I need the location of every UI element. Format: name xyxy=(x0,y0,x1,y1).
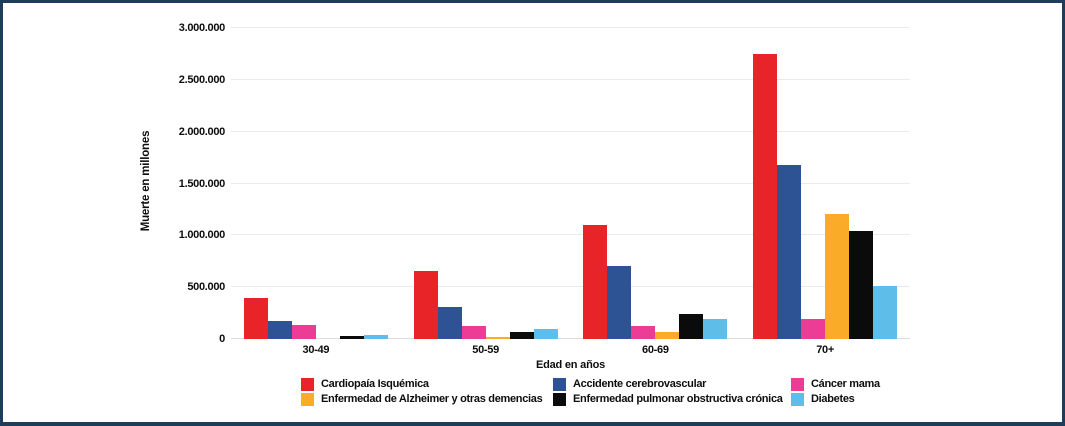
bar xyxy=(533,329,558,339)
gridline xyxy=(231,234,910,236)
bar xyxy=(703,319,728,339)
legend-label: Enfermedad pulmonar obstructiva crónica xyxy=(573,393,783,405)
legend-label: Diabetes xyxy=(811,393,855,405)
plot-area xyxy=(231,27,910,339)
legend-label: Accidente cerebrovascular xyxy=(573,378,707,390)
legend-swatch-icon xyxy=(791,378,804,391)
bar xyxy=(291,325,316,339)
bar-group-30-49 xyxy=(231,28,401,339)
x-axis-title: Edad en años xyxy=(535,359,606,371)
bar xyxy=(363,335,388,339)
y-tick-label: 1.500.000 xyxy=(178,177,226,190)
gridline xyxy=(231,27,910,28)
legend-swatch-icon xyxy=(301,393,314,406)
y-tick-label: 0 xyxy=(219,333,225,345)
legend-item: Enfermedad de Alzheimer y otras demencia… xyxy=(301,393,543,406)
bar xyxy=(509,332,534,339)
bar xyxy=(679,314,704,339)
y-tick-label: 3.000.000 xyxy=(178,22,226,34)
bar xyxy=(267,321,292,339)
y-tick-label: 1.000.000 xyxy=(178,229,226,242)
legend-label: Enfermedad de Alzheimer y otras demencia… xyxy=(321,393,543,405)
bar xyxy=(801,319,826,339)
legend-item: Enfermedad pulmonar obstructiva crónica xyxy=(553,393,783,406)
x-tick-label: 30-49 xyxy=(302,344,330,356)
bar xyxy=(753,54,778,339)
bar xyxy=(485,337,510,339)
y-tick-label: 500.000 xyxy=(187,281,225,294)
legend-item: Cardiopaía Isquémica xyxy=(301,378,429,391)
x-axis-line xyxy=(231,338,910,339)
bar xyxy=(777,165,802,339)
legend-item: Accidente cerebrovascular xyxy=(553,378,706,391)
bar xyxy=(607,266,632,339)
bar xyxy=(583,225,608,339)
y-tick-label: 2.500.000 xyxy=(178,73,226,86)
bar xyxy=(655,332,680,339)
bar xyxy=(461,326,486,339)
legend-swatch-icon xyxy=(553,378,566,391)
legend-item: Diabetes xyxy=(791,393,855,406)
gridline xyxy=(231,130,910,132)
bar xyxy=(243,298,268,339)
legend-swatch-icon xyxy=(791,393,804,406)
bar-group-60-69 xyxy=(571,28,741,339)
x-tick-label: 50-59 xyxy=(472,344,499,356)
bar xyxy=(413,271,438,339)
bar xyxy=(873,286,898,339)
bar xyxy=(437,307,462,339)
bar xyxy=(849,231,874,339)
x-axis-ticks: 30-49 50-59 60-69 70+ xyxy=(231,344,910,356)
bar xyxy=(825,214,850,339)
bar-groups xyxy=(231,28,910,339)
bar xyxy=(631,326,656,339)
legend-item: Cáncer mama xyxy=(791,378,880,391)
x-tick-label: 60-69 xyxy=(642,344,669,356)
y-tick-label: 2.000.000 xyxy=(178,125,226,138)
bar-group-50-59 xyxy=(401,28,571,339)
legend-label: Cáncer mama xyxy=(811,378,880,390)
gridline xyxy=(231,78,910,80)
bar-group-70+ xyxy=(740,28,910,339)
legend-swatch-icon xyxy=(553,393,566,406)
gridline xyxy=(231,182,910,184)
legend-swatch-icon xyxy=(301,378,314,391)
gridline xyxy=(231,286,910,288)
x-tick-label: 70+ xyxy=(816,344,834,356)
bar xyxy=(339,336,364,339)
legend-label: Cardiopaía Isquémica xyxy=(321,378,429,390)
